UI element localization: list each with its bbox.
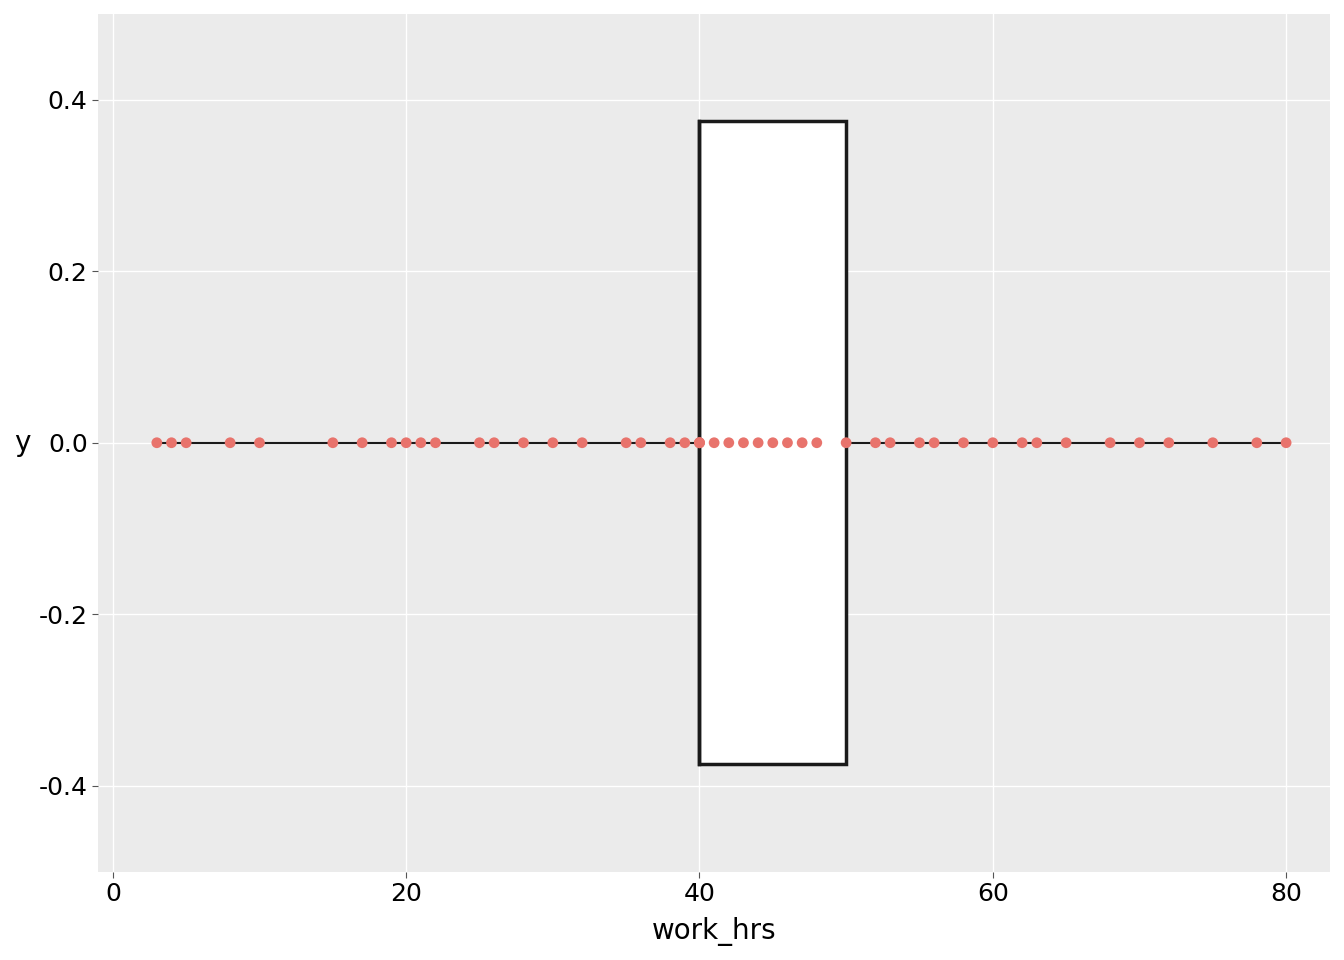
Point	[836, 435, 857, 450]
Point	[660, 435, 681, 450]
Point	[1159, 435, 1180, 450]
Point	[1025, 435, 1047, 450]
Point	[675, 435, 696, 450]
Point	[410, 435, 431, 450]
Point	[249, 435, 270, 450]
Y-axis label: y: y	[13, 429, 31, 457]
Point	[219, 435, 241, 450]
Point	[469, 435, 491, 450]
Point	[1202, 435, 1223, 450]
Point	[879, 435, 900, 450]
Point	[718, 435, 739, 450]
Point	[923, 435, 945, 450]
Point	[864, 435, 886, 450]
Point	[1055, 435, 1077, 450]
Point	[806, 435, 828, 450]
Point	[512, 435, 534, 450]
Point	[161, 435, 183, 450]
Point	[1099, 435, 1121, 450]
Point	[747, 435, 769, 450]
Point	[909, 435, 930, 450]
Point	[703, 435, 724, 450]
Point	[982, 435, 1004, 450]
Point	[176, 435, 198, 450]
Point	[380, 435, 402, 450]
Point	[777, 435, 798, 450]
Point	[953, 435, 974, 450]
Point	[688, 435, 710, 450]
Point	[616, 435, 637, 450]
Point	[688, 435, 710, 450]
Point	[484, 435, 505, 450]
Point	[425, 435, 446, 450]
Point	[762, 435, 784, 450]
Point	[323, 435, 344, 450]
Point	[542, 435, 563, 450]
Point	[146, 435, 168, 450]
Point	[1275, 435, 1297, 450]
Point	[571, 435, 593, 450]
Point	[792, 435, 813, 450]
Point	[732, 435, 754, 450]
Point	[1012, 435, 1034, 450]
Point	[630, 435, 652, 450]
Bar	[699, 121, 847, 764]
Point	[395, 435, 417, 450]
Point	[351, 435, 372, 450]
X-axis label: work_hrs: work_hrs	[652, 917, 777, 947]
Point	[1129, 435, 1150, 450]
Point	[1246, 435, 1267, 450]
Point	[688, 435, 710, 450]
